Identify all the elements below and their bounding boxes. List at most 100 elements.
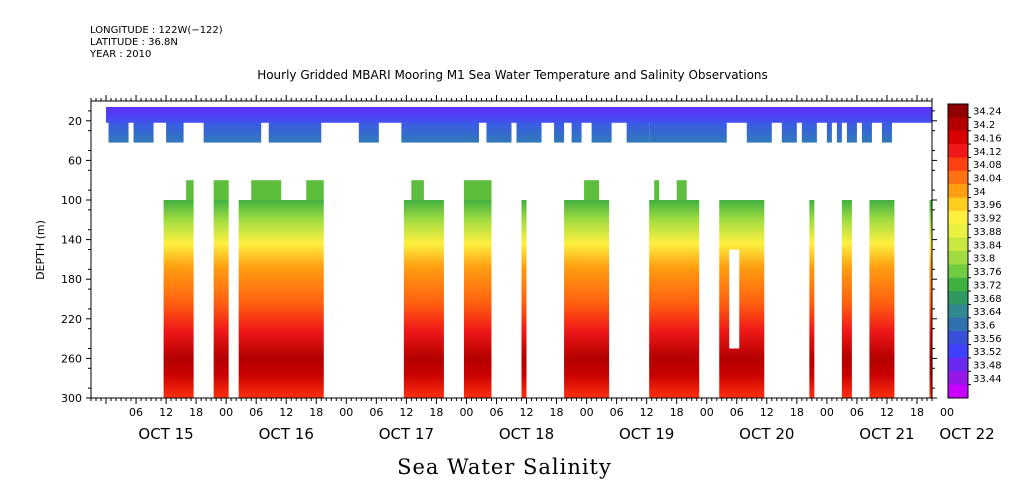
layer-20-40-salinity-band (591, 121, 612, 143)
x-day-label: OCT 19 (619, 425, 674, 443)
x-day-label: OCT 20 (739, 425, 794, 443)
colorbar-swatch (948, 184, 968, 199)
x-hour-label: 06 (369, 406, 383, 419)
chart-title: Hourly Gridded MBARI Mooring M1 Sea Wate… (257, 68, 768, 82)
x-hour-label: 18 (189, 406, 203, 419)
colorbar-swatch (948, 130, 968, 145)
salinity-profile-segment (719, 200, 765, 398)
colorbar-swatch (948, 344, 968, 359)
y-axis-label: DEPTH (m) (34, 220, 47, 280)
colorbar-swatch (948, 210, 968, 225)
colorbar-label: 34.16 (973, 133, 1002, 144)
colorbar-label: 33.84 (973, 240, 1002, 251)
layer-20-40-salinity-band (401, 121, 479, 143)
x-hour-label: 12 (520, 406, 534, 419)
x-hour-label: 12 (760, 406, 774, 419)
layer-20-40-salinity-band (358, 121, 379, 143)
latitude-label: LATITUDE : 36.8N (90, 37, 178, 48)
x-hour-label: 00 (820, 406, 834, 419)
colorbar-swatch (948, 371, 968, 386)
colorbar-swatch (948, 157, 968, 172)
colorbar-swatch (948, 264, 968, 279)
salinity-profile-segment (238, 200, 324, 398)
colorbar-swatch (948, 237, 968, 252)
layer-20-40-salinity-band (516, 121, 542, 143)
layer-20-40-salinity-band (746, 121, 772, 143)
colorbar-swatch (948, 251, 968, 265)
x-day-label: OCT 18 (499, 425, 554, 443)
layer-20-40-salinity-band (846, 121, 857, 143)
colorbar-label: 33.52 (973, 347, 1002, 358)
y-tick-label: 140 (61, 234, 82, 247)
x-day-label: OCT 16 (259, 425, 314, 443)
layer-20-40-salinity-band (268, 121, 322, 143)
profile-cap-80m (584, 180, 600, 200)
layer-20-40-salinity-band (203, 121, 262, 143)
colorbar-swatch (948, 384, 968, 399)
layer-20-40-salinity-band (801, 121, 817, 143)
colorbar-label: 33.48 (973, 361, 1002, 372)
colorbar-label: 33.56 (973, 334, 1002, 345)
layer-20-40-salinity-band (571, 121, 582, 143)
layer-20-40-salinity-band (861, 121, 872, 143)
colorbar-swatch (948, 304, 968, 319)
colorbar-label: 33.68 (973, 294, 1002, 305)
layer-20-40-salinity-band (166, 121, 184, 143)
x-hour-label: 18 (910, 406, 924, 419)
x-hour-label: 18 (790, 406, 804, 419)
x-hour-label: 12 (279, 406, 293, 419)
x-hour-label: 00 (700, 406, 714, 419)
x-hour-label: 12 (640, 406, 654, 419)
y-tick-label: 180 (61, 273, 82, 286)
x-hour-label: 18 (670, 406, 684, 419)
x-hour-label: 06 (730, 406, 744, 419)
layer-20-40-salinity-band (649, 121, 727, 143)
x-hour-label: 06 (129, 406, 143, 419)
x-hour-label: 12 (399, 406, 413, 419)
x-hour-label: 18 (550, 406, 564, 419)
profile-cap-80m (251, 180, 282, 200)
colorbar-label: 33.92 (973, 214, 1002, 225)
profile-cap-80m (411, 180, 424, 200)
salinity-profile-segment (521, 200, 527, 398)
colorbar-swatch (948, 291, 968, 305)
y-tick-label: 260 (61, 352, 82, 365)
salinity-profile-segment (564, 200, 610, 398)
layer-20-40-salinity-band (133, 121, 154, 143)
x-hour-label: 06 (249, 406, 263, 419)
salinity-profile-segment (809, 200, 815, 398)
colorbar-label: 34.08 (973, 160, 1002, 171)
colorbar-swatch (948, 170, 968, 185)
x-day-label: OCT 22 (939, 425, 994, 443)
variable-title: Sea Water Salinity (397, 455, 612, 479)
profile-cap-80m (306, 180, 324, 200)
colorbar-label: 34.2 (973, 120, 995, 131)
x-day-label: OCT 15 (138, 425, 193, 443)
salinity-profile-segment (841, 200, 852, 398)
x-hour-label: 00 (219, 406, 233, 419)
profile-cap-80m (676, 180, 687, 200)
x-hour-label: 12 (880, 406, 894, 419)
x-hour-label: 06 (850, 406, 864, 419)
colorbar-label: 33.44 (973, 374, 1002, 385)
colorbar-label: 33.96 (973, 200, 1002, 211)
profile-gap (729, 249, 740, 349)
layer-20-40-salinity-band (108, 121, 129, 143)
salinity-profile-segment (403, 200, 444, 398)
colorbar-swatch (948, 197, 968, 212)
colorbar-label: 33.6 (973, 321, 995, 332)
y-tick-label: 60 (68, 154, 82, 167)
profile-cap-80m (213, 180, 229, 200)
colorbar-label: 34.12 (973, 147, 1002, 158)
colorbar-label: 33.8 (973, 254, 995, 265)
colorbar-label: 33.76 (973, 267, 1002, 278)
salinity-profile-segment (163, 200, 194, 398)
longitude-label: LONGITUDE : 122W(−122) (90, 25, 223, 36)
colorbar-swatch (948, 317, 968, 332)
layer-20-40-salinity-band (781, 121, 797, 143)
profile-cap-80m (186, 180, 194, 200)
year-label: YEAR : 2010 (90, 49, 152, 60)
colorbar-label: 33.72 (973, 280, 1002, 291)
colorbar-swatch (948, 357, 968, 372)
